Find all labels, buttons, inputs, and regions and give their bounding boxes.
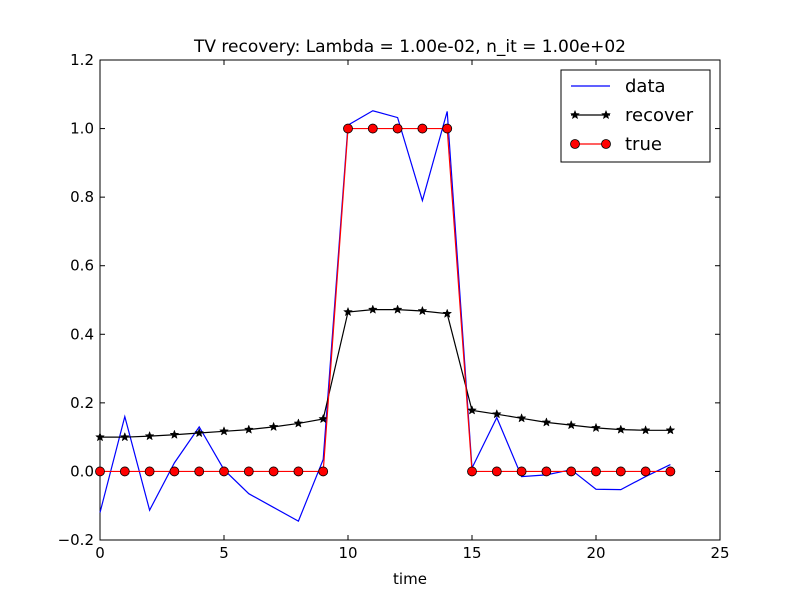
point-recover bbox=[194, 427, 205, 438]
point-recover bbox=[591, 422, 601, 433]
point-true bbox=[566, 466, 577, 477]
y-tick-label: 0.8 bbox=[70, 188, 94, 206]
series-recover bbox=[95, 304, 676, 442]
point-recover bbox=[467, 405, 477, 415]
x-tick-label: 10 bbox=[338, 544, 357, 562]
point-recover bbox=[343, 306, 353, 317]
point-true bbox=[516, 466, 527, 477]
point-true bbox=[169, 466, 180, 477]
chart-title: TV recovery: Lambda = 1.00e-02, n_it = 1… bbox=[193, 37, 626, 57]
point-true bbox=[144, 466, 155, 477]
point-recover bbox=[268, 421, 279, 432]
point-recover bbox=[169, 429, 180, 439]
point-true bbox=[268, 466, 279, 477]
legend-entry-recover: recover bbox=[570, 105, 694, 126]
point-true bbox=[119, 466, 130, 477]
series-line-recover bbox=[100, 309, 671, 438]
legend-marker-true bbox=[570, 139, 580, 149]
legend-marker-recover bbox=[570, 109, 580, 120]
axis-ticks: 0 5 10 15 20 25 −0.2 0.0 0.2 0.4 0.6 0.8 1.0 1.2 bbox=[58, 51, 730, 562]
point-true bbox=[591, 466, 601, 477]
point-recover bbox=[392, 304, 403, 314]
point-true bbox=[194, 466, 205, 477]
point-true bbox=[243, 466, 254, 477]
point-true bbox=[293, 466, 304, 477]
series-layer bbox=[95, 110, 676, 522]
legend-box bbox=[560, 69, 711, 163]
point-recover bbox=[417, 305, 428, 316]
x-axis-label: time bbox=[393, 570, 427, 588]
y-tick-label: 1.2 bbox=[70, 51, 94, 69]
point-recover bbox=[615, 424, 626, 434]
point-true bbox=[95, 466, 105, 477]
point-true bbox=[467, 466, 477, 477]
point-true bbox=[343, 123, 353, 134]
point-recover bbox=[640, 425, 651, 435]
point-recover bbox=[95, 431, 105, 442]
y-tick-label: 0.4 bbox=[70, 325, 94, 343]
point-recover bbox=[119, 431, 130, 442]
point-true bbox=[318, 466, 329, 477]
point-recover bbox=[144, 430, 155, 441]
point-true bbox=[665, 466, 676, 477]
y-tick-label: 1.0 bbox=[70, 120, 94, 138]
point-recover bbox=[541, 417, 552, 427]
point-recover bbox=[367, 304, 378, 314]
legend-marker-true bbox=[601, 139, 611, 149]
point-recover bbox=[219, 426, 229, 436]
point-recover bbox=[516, 413, 527, 423]
x-tick-label: 25 bbox=[710, 544, 729, 562]
point-recover bbox=[293, 418, 304, 428]
point-recover bbox=[243, 424, 254, 434]
x-tick-label: 20 bbox=[586, 544, 605, 562]
point-true bbox=[417, 123, 428, 134]
point-true bbox=[615, 466, 626, 477]
y-tick-label: −0.2 bbox=[58, 531, 94, 549]
y-tick-label: 0.2 bbox=[70, 394, 94, 412]
x-tick-label: 15 bbox=[462, 544, 481, 562]
point-true bbox=[392, 123, 403, 134]
point-recover bbox=[665, 425, 676, 435]
legend-label-data: data bbox=[625, 76, 666, 97]
series-true bbox=[95, 123, 676, 477]
y-tick-label: 0.6 bbox=[70, 257, 94, 275]
x-tick-label: 0 bbox=[95, 544, 105, 562]
legend-label-true: true bbox=[625, 134, 662, 155]
point-recover bbox=[491, 408, 502, 419]
legend: data recover true bbox=[560, 69, 711, 163]
point-true bbox=[219, 466, 229, 477]
point-recover bbox=[442, 308, 453, 318]
point-recover bbox=[318, 413, 329, 424]
legend-label-recover: recover bbox=[625, 105, 694, 126]
point-true bbox=[491, 466, 502, 477]
legend-marker-recover bbox=[601, 109, 611, 120]
y-tick-label: 0.0 bbox=[70, 462, 94, 480]
point-recover bbox=[566, 419, 577, 430]
point-true bbox=[442, 123, 453, 134]
legend-entry-true: true bbox=[570, 134, 662, 155]
point-true bbox=[541, 466, 552, 477]
point-true bbox=[367, 123, 378, 134]
legend-entry-data: data bbox=[571, 76, 666, 97]
x-tick-label: 5 bbox=[219, 544, 229, 562]
point-true bbox=[640, 466, 651, 477]
